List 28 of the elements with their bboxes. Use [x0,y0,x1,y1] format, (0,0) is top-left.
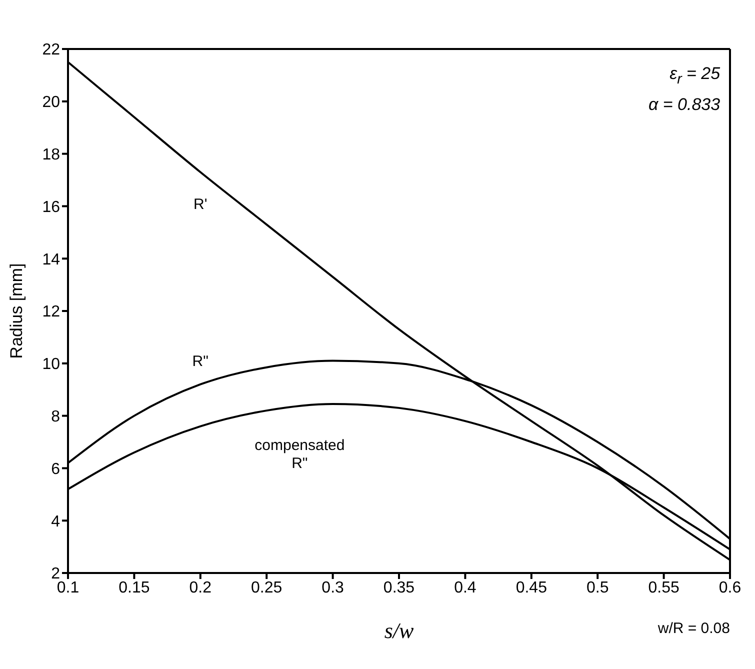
y-tick-label: 16 [42,198,60,216]
annotation: compensated R" [254,436,346,473]
x-tick-label: 0.6 [718,579,742,596]
y-tick-label: 22 [42,42,60,59]
x-tick-label: 0.5 [586,579,609,596]
annotation: α = 0.833 [648,95,720,114]
annotation: ε$_{r}$ = 25 [670,64,720,88]
annotation: R" [192,352,208,371]
x-tick-label: 0.35 [383,579,415,596]
y-tick-label: 20 [42,94,60,112]
y-tick-label: 10 [42,356,60,374]
x-tick-label: 0.2 [189,579,212,596]
y-tick-label: 18 [42,146,60,164]
x-tick-label: 0.55 [648,579,680,596]
x-axis-title: s/w [384,618,414,643]
y-tick-label: 8 [51,408,60,426]
y-tick-label: 14 [42,251,60,268]
x-tick-label: 0.4 [454,579,476,596]
annotation: R' [194,196,208,214]
x-tick-label: 0.15 [118,579,150,596]
y-tick-label: 4 [51,513,60,530]
y-tick-label: 12 [42,304,60,321]
x-tick-label: 0.3 [322,579,344,596]
x-tick-label: 0.45 [516,579,548,596]
y-tick-label: 6 [51,460,60,478]
x-tick-label: 0.25 [251,579,282,596]
text: w/R = 0.08 [658,620,730,638]
y-axis-title: Radius [mm] [7,263,26,359]
